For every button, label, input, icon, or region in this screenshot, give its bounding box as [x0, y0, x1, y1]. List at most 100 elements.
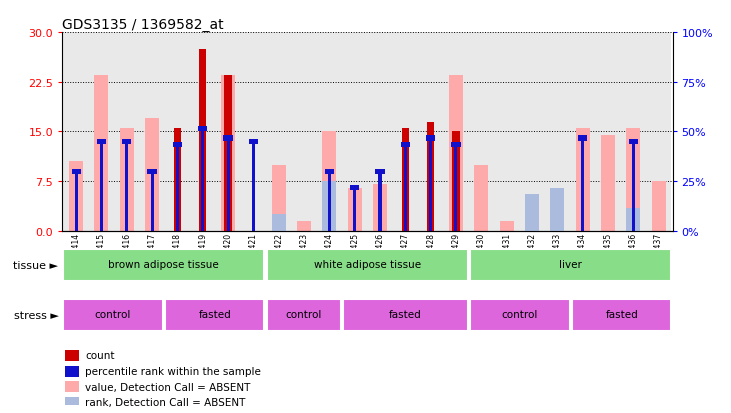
Bar — [145, 119, 159, 231]
Bar — [626, 208, 640, 231]
Text: rank, Detection Call = ABSENT: rank, Detection Call = ABSENT — [86, 397, 246, 407]
Bar — [100, 142, 103, 231]
Text: GDS3135 / 1369582_at: GDS3135 / 1369582_at — [61, 18, 223, 32]
Bar — [343, 299, 468, 331]
Bar — [140, 33, 164, 231]
Text: count: count — [86, 351, 115, 361]
Bar — [379, 172, 382, 231]
Bar — [65, 381, 79, 392]
Bar — [494, 33, 519, 231]
Bar — [449, 76, 463, 231]
Bar — [267, 299, 341, 331]
Bar — [221, 76, 235, 231]
Bar — [621, 33, 646, 231]
Text: stress ►: stress ► — [14, 310, 58, 320]
Bar — [348, 188, 362, 231]
Bar — [266, 33, 292, 231]
Bar — [151, 172, 154, 231]
Bar — [429, 139, 432, 231]
Bar — [581, 139, 584, 231]
Bar — [75, 172, 77, 231]
Bar — [72, 169, 80, 174]
Bar — [164, 33, 190, 231]
Bar — [626, 129, 640, 231]
Bar — [469, 33, 494, 231]
Text: control: control — [95, 309, 131, 319]
Bar — [173, 143, 182, 148]
Bar — [174, 129, 181, 231]
Bar — [500, 221, 514, 231]
Bar — [322, 132, 336, 231]
Bar — [455, 145, 458, 231]
Bar — [601, 135, 615, 231]
Bar — [470, 299, 569, 331]
Bar — [96, 140, 106, 145]
Bar — [125, 142, 128, 231]
Bar — [402, 129, 409, 231]
Bar — [651, 182, 665, 231]
Bar — [404, 145, 407, 231]
Bar — [88, 33, 114, 231]
Text: value, Detection Call = ABSENT: value, Detection Call = ABSENT — [86, 382, 251, 392]
Bar — [401, 143, 410, 148]
Bar — [525, 202, 539, 231]
Bar — [578, 136, 587, 141]
Bar — [292, 33, 317, 231]
Bar — [227, 139, 230, 231]
Bar — [393, 33, 418, 231]
Text: white adipose tissue: white adipose tissue — [314, 260, 421, 270]
Bar — [190, 33, 216, 231]
Text: fasted: fasted — [605, 309, 638, 319]
Bar — [474, 165, 488, 231]
Bar — [575, 129, 590, 231]
Bar — [216, 33, 240, 231]
Bar — [199, 50, 206, 231]
Bar — [114, 33, 140, 231]
Bar — [224, 136, 232, 141]
Bar — [297, 221, 311, 231]
Text: liver: liver — [559, 260, 582, 270]
Text: fasted: fasted — [389, 309, 422, 319]
Bar — [224, 76, 232, 231]
Bar — [64, 33, 88, 231]
Bar — [65, 366, 79, 377]
Bar — [64, 249, 265, 281]
Bar — [646, 33, 671, 231]
Text: control: control — [286, 309, 322, 319]
Bar — [69, 162, 83, 231]
Bar — [272, 165, 286, 231]
Bar — [120, 129, 134, 231]
Text: tissue ►: tissue ► — [13, 260, 58, 271]
Bar — [317, 33, 342, 231]
Bar — [176, 145, 179, 231]
Bar — [353, 188, 356, 231]
Bar — [65, 397, 79, 408]
Bar — [148, 169, 156, 174]
Bar — [342, 33, 367, 231]
Bar — [418, 33, 443, 231]
Bar — [368, 33, 393, 231]
Bar — [122, 140, 132, 145]
Text: percentile rank within the sample: percentile rank within the sample — [86, 366, 261, 376]
Bar — [325, 169, 334, 174]
Bar — [632, 142, 635, 231]
Bar — [350, 186, 359, 191]
Bar — [427, 122, 434, 231]
Bar — [165, 299, 265, 331]
Bar — [201, 129, 204, 231]
Bar — [452, 143, 461, 148]
Bar — [443, 33, 469, 231]
Bar — [550, 205, 564, 231]
Bar — [595, 33, 621, 231]
Bar — [426, 136, 435, 141]
Text: control: control — [501, 309, 538, 319]
Bar — [272, 215, 286, 231]
Bar — [64, 299, 162, 331]
Bar — [240, 33, 266, 231]
Bar — [570, 33, 595, 231]
Bar — [519, 33, 545, 231]
Bar — [572, 299, 671, 331]
Bar — [252, 142, 255, 231]
Bar — [376, 169, 385, 174]
Text: fasted: fasted — [198, 309, 231, 319]
